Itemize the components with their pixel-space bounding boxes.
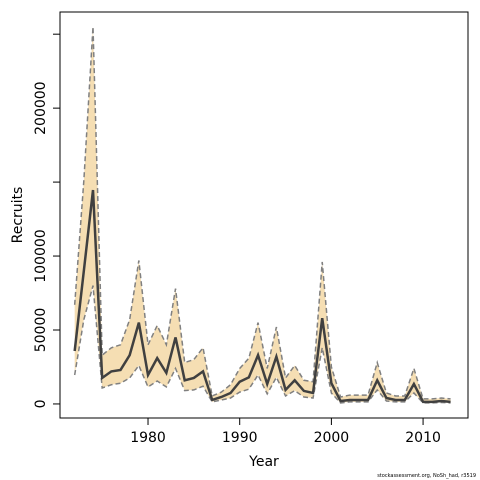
plot-frame <box>59 11 469 419</box>
y-tick-label: 200000 <box>33 81 49 134</box>
y-axis-label: Recruits <box>10 187 26 244</box>
x-tick-label: 2000 <box>314 430 350 446</box>
y-tick-label: 0 <box>33 399 49 408</box>
y-tick-label: 50000 <box>33 308 49 353</box>
x-tick-label: 1990 <box>222 430 258 446</box>
footnote: stockassessment.org, NoSh_had, r3519 <box>377 473 476 479</box>
x-tick-label: 2010 <box>405 430 441 446</box>
lower-bound <box>73 285 451 404</box>
y-tick-label: 100000 <box>33 229 49 282</box>
median-line <box>73 189 451 404</box>
confidence-band <box>74 26 451 403</box>
x-axis-label: Year <box>248 454 279 470</box>
upper-bound <box>73 26 451 400</box>
x-tick-label: 1980 <box>130 430 166 446</box>
